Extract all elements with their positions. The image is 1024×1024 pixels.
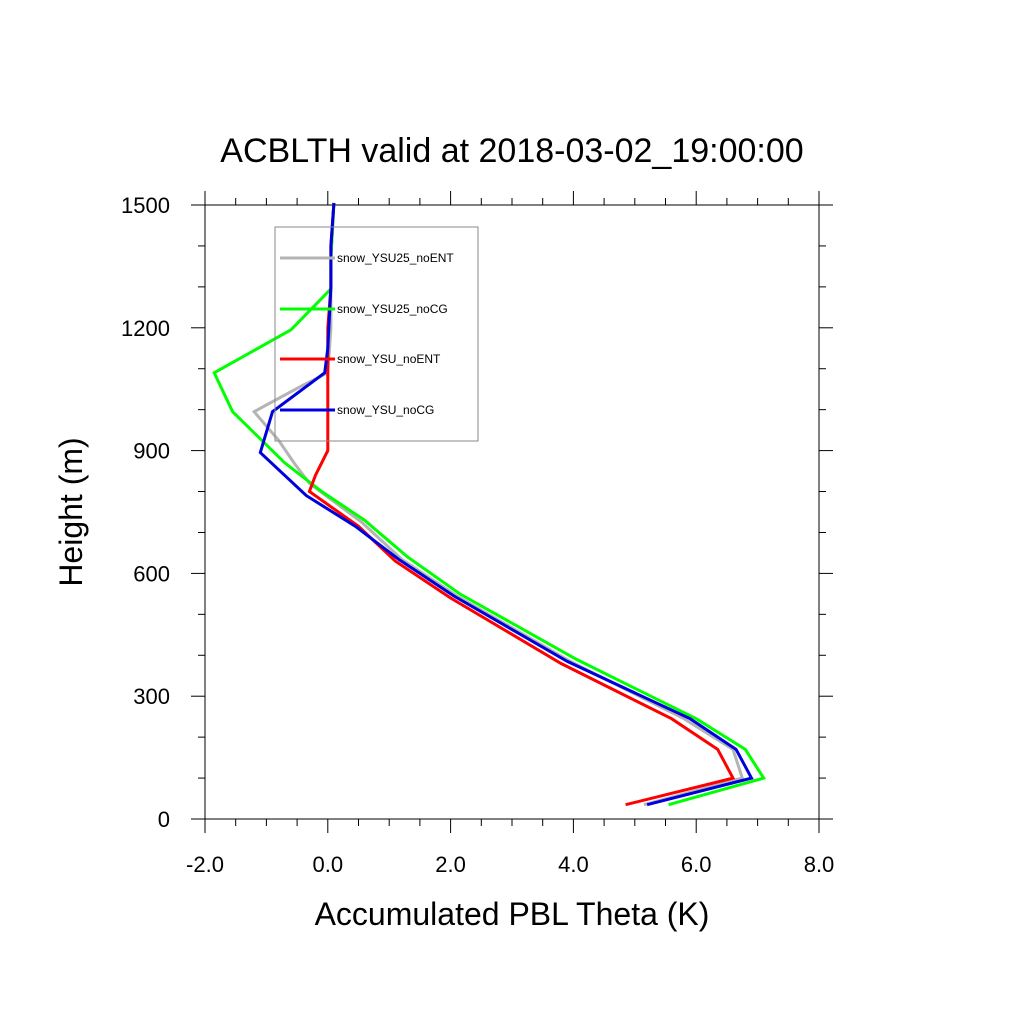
legend-label: snow_YSU25_noENT — [337, 251, 454, 265]
legend-box — [274, 226, 479, 442]
legend-label: snow_YSU_noCG — [337, 403, 434, 417]
y-tick-label: 300 — [133, 684, 170, 709]
y-tick-label: 1500 — [121, 193, 170, 218]
plot-area: -2.0 0.0 2.0 4.0 6.0 8.0 0 300 600 900 1200 1500 sno… — [121, 191, 834, 877]
y-tick-label: 900 — [133, 439, 170, 464]
x-axis-label: Accumulated PBL Theta (K) — [315, 896, 710, 932]
y-tick-label: 0 — [158, 807, 170, 832]
legend-label: snow_YSU_noENT — [337, 352, 441, 366]
x-tick-label: -2.0 — [186, 852, 224, 877]
y-tick-label: 1200 — [121, 316, 170, 341]
y-tick-label: 600 — [133, 561, 170, 586]
chart-title: ACBLTH valid at 2018-03-02_19:00:00 — [220, 132, 803, 170]
series-line — [258, 202, 754, 807]
x-tick-label: 6.0 — [681, 852, 712, 877]
plot-frame — [204, 204, 820, 820]
x-tick-label: 2.0 — [435, 852, 466, 877]
legend-label: snow_YSU25_noCG — [337, 302, 448, 316]
x-tick-label: 4.0 — [558, 852, 589, 877]
x-tick-label: 8.0 — [804, 852, 835, 877]
y-axis-label: Height (m) — [53, 437, 89, 586]
x-tick-label: 0.0 — [313, 852, 344, 877]
series-line — [307, 202, 736, 807]
